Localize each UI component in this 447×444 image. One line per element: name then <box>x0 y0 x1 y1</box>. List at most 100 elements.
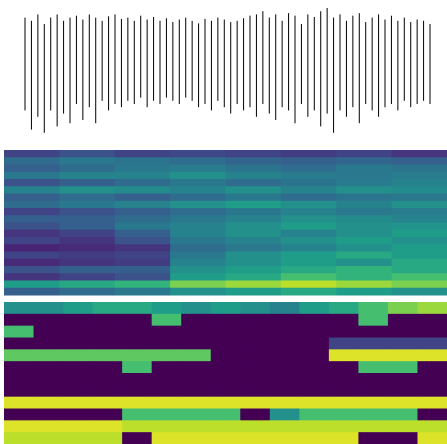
heat-cell <box>115 165 171 173</box>
heat-cell <box>93 361 123 373</box>
heat-cell <box>170 201 226 209</box>
heat-cell <box>115 223 171 231</box>
heat-cell <box>4 230 60 238</box>
heat-cell <box>281 157 337 165</box>
heat-cell <box>329 314 359 326</box>
heat-cell <box>122 420 152 432</box>
heat-cell <box>181 326 211 338</box>
heat-cell <box>388 338 418 350</box>
heat-cell <box>281 237 337 245</box>
heat-cell <box>181 338 211 350</box>
heat-cell <box>392 273 447 281</box>
heat-cell <box>170 179 226 187</box>
heat-cell <box>211 385 241 397</box>
heat-cell <box>115 201 171 209</box>
heat-cell <box>392 259 447 267</box>
heat-cell <box>34 397 64 409</box>
heat-cell <box>63 361 93 373</box>
heat-cell <box>358 420 388 432</box>
heat-cell <box>240 338 270 350</box>
heat-cell <box>211 349 241 361</box>
heat-cell <box>358 314 388 326</box>
heat-cell <box>34 385 64 397</box>
heat-cell <box>240 432 270 444</box>
heat-cell <box>63 314 93 326</box>
heat-cell <box>115 194 171 202</box>
heat-cell <box>115 208 171 216</box>
heat-cell <box>299 349 329 361</box>
heat-cell <box>392 252 447 260</box>
heat-cell <box>336 288 392 296</box>
heat-cell <box>270 420 300 432</box>
heat-cell <box>281 259 337 267</box>
heat-cell <box>392 172 447 180</box>
heat-cell <box>122 373 152 385</box>
heat-cell <box>329 385 359 397</box>
heat-cell <box>4 252 60 260</box>
heat-cell <box>299 409 329 421</box>
heat-cell <box>336 244 392 252</box>
heat-cell <box>329 361 359 373</box>
heat-cell <box>388 397 418 409</box>
heat-cell <box>336 252 392 260</box>
heat-cell <box>299 397 329 409</box>
heat-cell <box>122 302 152 314</box>
heat-cell <box>299 326 329 338</box>
heat-cell <box>63 420 93 432</box>
heat-cell <box>388 409 418 421</box>
heat-cell <box>240 385 270 397</box>
heat-cell <box>417 373 447 385</box>
heat-cell <box>170 237 226 245</box>
heat-cell <box>4 194 60 202</box>
heat-cell <box>329 349 359 361</box>
heat-cell <box>59 237 115 245</box>
heat-cell <box>152 409 182 421</box>
heat-cell <box>299 420 329 432</box>
heat-cell <box>4 373 34 385</box>
heat-cell <box>270 373 300 385</box>
heat-cell <box>270 385 300 397</box>
heat-cell <box>388 385 418 397</box>
heat-cell <box>170 215 226 223</box>
heat-cell <box>59 230 115 238</box>
heat-cell <box>115 230 171 238</box>
heat-cell <box>93 432 123 444</box>
heat-cell <box>93 326 123 338</box>
heat-cell <box>152 349 182 361</box>
heat-cell <box>226 186 282 194</box>
heat-cell <box>226 252 282 260</box>
heat-cell <box>240 373 270 385</box>
heat-cell <box>152 420 182 432</box>
heat-cell <box>170 165 226 173</box>
heat-cell <box>417 326 447 338</box>
heat-cell <box>299 432 329 444</box>
heat-cell <box>281 186 337 194</box>
heat-cell <box>336 194 392 202</box>
heat-cell <box>152 326 182 338</box>
heat-cell <box>170 288 226 296</box>
heat-cell <box>358 338 388 350</box>
heat-cell <box>270 326 300 338</box>
heat-cell <box>115 150 171 158</box>
heat-cell <box>226 215 282 223</box>
heat-cell <box>93 373 123 385</box>
heat-cell <box>122 314 152 326</box>
heat-cell <box>4 266 60 274</box>
heat-cell <box>4 259 60 267</box>
heat-cell <box>392 208 447 216</box>
heat-cell <box>115 215 171 223</box>
heat-cell <box>226 288 282 296</box>
heat-cell <box>240 420 270 432</box>
heat-cell <box>122 397 152 409</box>
heat-cell <box>63 349 93 361</box>
heat-cell <box>226 230 282 238</box>
heat-cell <box>170 259 226 267</box>
heat-cell <box>63 409 93 421</box>
heat-cell <box>329 302 359 314</box>
heat-cell <box>93 314 123 326</box>
heat-cell <box>34 338 64 350</box>
heat-cell <box>59 157 115 165</box>
heat-cell <box>392 186 447 194</box>
heat-cell <box>336 157 392 165</box>
heat-cell <box>59 208 115 216</box>
